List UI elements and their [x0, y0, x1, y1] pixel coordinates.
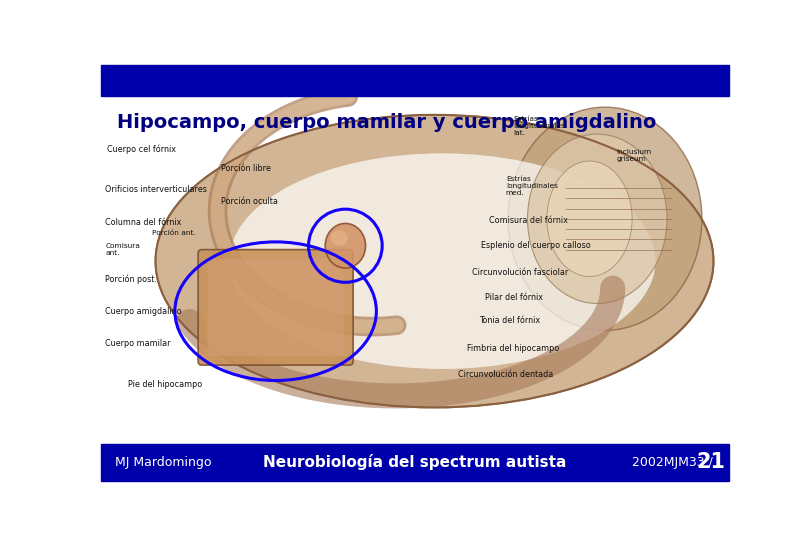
Text: Orificios interverticulares: Orificios interverticulares	[105, 185, 207, 194]
Ellipse shape	[527, 134, 667, 303]
Text: Esplenio del cuerpo calloso: Esplenio del cuerpo calloso	[481, 241, 590, 250]
Text: Pilar del fórnix: Pilar del fórnix	[485, 293, 543, 302]
Text: Fimbria del hipocampo: Fimbria del hipocampo	[467, 343, 559, 353]
Ellipse shape	[508, 107, 702, 330]
Text: Cuerpo mamilar: Cuerpo mamilar	[105, 339, 171, 348]
FancyBboxPatch shape	[207, 259, 343, 356]
Bar	[101, 444, 729, 481]
Text: 21: 21	[697, 453, 726, 472]
Text: Inclusium
griseum: Inclusium griseum	[616, 149, 652, 162]
Text: Porción ant.: Porción ant.	[151, 230, 195, 235]
Text: Tonia del fórnix: Tonia del fórnix	[480, 316, 540, 325]
Text: Estrías
longitudinales
lat.: Estrías longitudinales lat.	[514, 117, 565, 137]
Text: Circunvolución fasciolar: Circunvolución fasciolar	[471, 268, 568, 277]
Bar	[101, 96, 729, 444]
Text: Cuerpo amigdalino: Cuerpo amigdalino	[105, 307, 181, 316]
Ellipse shape	[326, 224, 365, 268]
Text: Porción libre: Porción libre	[221, 164, 271, 173]
Text: Hipocampo, cuerpo mamilar y cuerpo amigdalino: Hipocampo, cuerpo mamilar y cuerpo amigd…	[117, 113, 656, 132]
Text: Cuerpo cel fórnix: Cuerpo cel fórnix	[108, 145, 177, 154]
Text: Porción oculta: Porción oculta	[221, 197, 279, 206]
Text: Circunvolución dentada: Circunvolución dentada	[458, 370, 553, 379]
Text: 2002MJM33 /: 2002MJM33 /	[632, 456, 713, 469]
Text: Porción post.: Porción post.	[105, 274, 157, 284]
Text: Comisura del fórnix: Comisura del fórnix	[488, 216, 568, 225]
Ellipse shape	[156, 115, 714, 408]
Ellipse shape	[229, 153, 655, 369]
Text: MJ Mardomingo: MJ Mardomingo	[115, 456, 211, 469]
Text: Comisura
ant.: Comisura ant.	[105, 243, 140, 256]
Bar	[101, 65, 729, 96]
Text: Estrías
longitudinales
med.: Estrías longitudinales med.	[505, 177, 557, 197]
Text: Pie del hipocampo: Pie del hipocampo	[128, 380, 202, 389]
Text: Neurobiología del spectrum autista: Neurobiología del spectrum autista	[263, 454, 567, 470]
FancyBboxPatch shape	[198, 249, 353, 365]
Ellipse shape	[330, 231, 347, 246]
Ellipse shape	[547, 161, 632, 276]
Text: Columna del fórnix: Columna del fórnix	[105, 218, 181, 227]
